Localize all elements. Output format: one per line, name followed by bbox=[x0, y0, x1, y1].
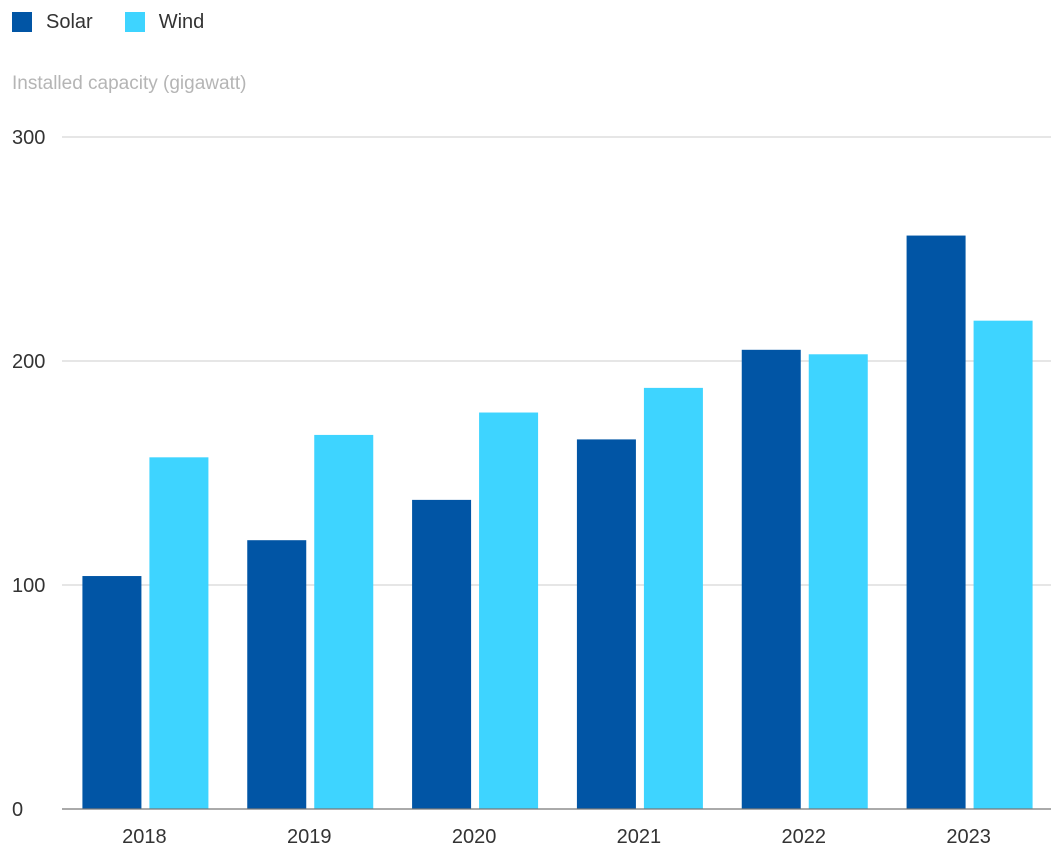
bar-solar-2020 bbox=[412, 499, 472, 809]
legend-swatch-solar bbox=[12, 12, 32, 32]
legend-item-solar[interactable]: Solar bbox=[12, 10, 93, 34]
x-tick-label-2018: 2018 bbox=[122, 826, 167, 845]
bar-wind-2022 bbox=[808, 354, 868, 809]
x-tick-label-2021: 2021 bbox=[617, 826, 662, 845]
y-tick-label-200: 200 bbox=[12, 351, 45, 373]
bar-wind-2020 bbox=[479, 412, 539, 809]
bar-solar-2021 bbox=[576, 439, 636, 809]
legend-item-wind[interactable]: Wind bbox=[124, 10, 205, 34]
bar-wind-2021 bbox=[643, 387, 703, 809]
x-tick-label-2023: 2023 bbox=[946, 826, 991, 845]
y-tick-label-300: 300 bbox=[12, 127, 45, 149]
bar-solar-2019 bbox=[247, 540, 307, 809]
legend-swatch-wind bbox=[124, 12, 145, 32]
bar-wind-2018 bbox=[149, 457, 209, 809]
y-tick-label-100: 100 bbox=[12, 575, 45, 597]
bar-wind-2019 bbox=[314, 434, 374, 809]
legend-label-solar: Solar bbox=[46, 11, 93, 33]
bar-solar-2018 bbox=[82, 576, 142, 809]
bar-wind-2023 bbox=[973, 320, 1033, 809]
legend: Solar Wind bbox=[12, 10, 204, 34]
bar-solar-2023 bbox=[906, 235, 966, 809]
y-axis-title: Installed capacity (gigawatt) bbox=[12, 73, 247, 94]
legend-label-wind: Wind bbox=[158, 11, 205, 33]
x-tick-label-2020: 2020 bbox=[452, 826, 497, 845]
bar-solar-2022 bbox=[741, 349, 801, 809]
x-tick-label-2019: 2019 bbox=[287, 826, 332, 845]
x-tick-label-2022: 2022 bbox=[782, 826, 827, 845]
y-tick-label-0: 0 bbox=[12, 799, 23, 821]
